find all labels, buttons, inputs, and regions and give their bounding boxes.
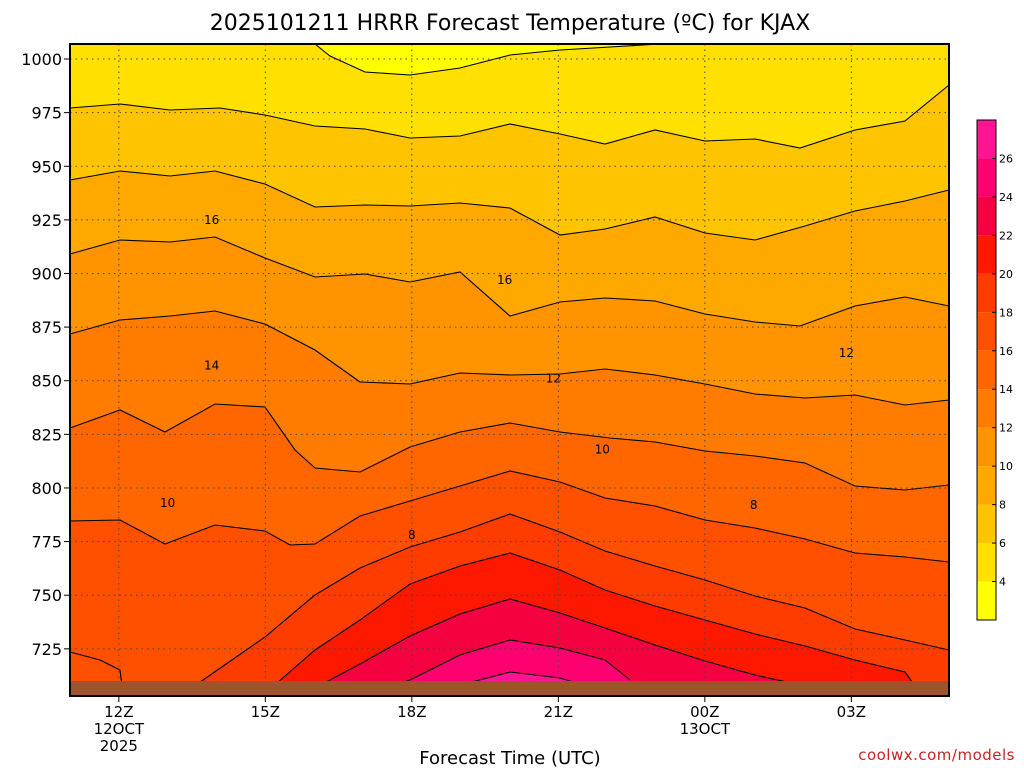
grid-lines [70,44,949,696]
colorbar-swatch [977,312,996,351]
colorbar-swatch [977,466,996,505]
colorbar-swatch [977,158,996,197]
colorbar-swatch [977,543,996,582]
contour-line [69,170,950,241]
contour-band-le-6 [70,44,949,148]
y-tick-label: 975 [31,104,62,123]
y-tick-label: 950 [31,157,62,176]
x-tick-label: 2025 [100,737,138,755]
contour-labels: 8 8 10 10 12 12 14 16 16 [160,213,854,542]
y-tick-label: 1000 [21,50,62,69]
colorbar-tick-label: 20 [999,268,1013,281]
contour-band-le-4 [315,44,660,75]
y-tick-label: 925 [31,211,62,230]
x-tick-label: 15Z [251,703,280,721]
x-tick-label: 12Z [104,703,133,721]
y-tick-label: 775 [31,533,62,552]
contour-lines [69,43,950,697]
colorbar-tick-label: 24 [999,191,1013,204]
contour-line [261,552,916,697]
contour-line [69,403,950,491]
contour-label: 8 [408,528,416,542]
y-tick-label: 825 [31,425,62,444]
chart-title: 2025101211 HRRR Forecast Temperature (ºC… [210,11,811,36]
colorbar-tick-label: 8 [999,499,1006,512]
y-tick-label: 800 [31,479,62,498]
y-tick-label: 750 [31,586,62,605]
colorbar-tick-label: 14 [999,383,1013,396]
contour-label: 10 [160,496,175,510]
contour-line [314,43,661,76]
x-tick-label: 00Z [690,703,719,721]
y-axis: 725 750 775 800 825 850 875 900 925 950 975 1000 [21,50,70,659]
colorbar: 4 6 8 10 12 14 16 18 20 22 24 26 [976,119,1013,621]
colorbar-tick-label: 26 [999,152,1013,165]
contour-label: 14 [204,359,219,373]
x-tick-label: 21Z [544,703,573,721]
ground-surface [70,681,949,696]
y-tick-label: 850 [31,372,62,391]
colorbar-tick-label: 12 [999,422,1013,435]
colorbar-swatch [977,273,996,313]
colorbar-swatch [977,504,996,544]
contour-label: 10 [595,442,610,456]
colorbar-tick-label: 10 [999,460,1013,473]
contour-line [359,639,631,697]
colorbar-swatch [977,389,996,428]
contour-line [69,310,950,406]
colorbar-swatch [977,427,996,467]
x-tick-label: 13OCT [680,720,731,738]
colorbar-swatch [977,120,996,159]
contour-label: 12 [546,372,561,386]
x-axis-label: Forecast Time (UTC) [419,748,600,768]
x-tick-label: 18Z [397,703,426,721]
colorbar-tick-label: 18 [999,306,1013,319]
colorbar-tick-label: 22 [999,229,1013,242]
colorbar-swatch [977,235,996,274]
contour-line [69,236,950,327]
colorbar-swatch [977,350,996,390]
credit-text: coolwx.com/models [858,746,1015,764]
y-tick-label: 725 [31,640,62,659]
contour-line [69,651,123,687]
contour-label: 16 [497,273,512,287]
contour-line [69,84,950,149]
colorbar-frame [976,119,997,621]
contour-label: 12 [839,346,854,360]
plot-frame [69,43,950,697]
contour-label: 16 [204,213,219,227]
contour-line [69,470,950,563]
colorbar-tick-label: 16 [999,345,1013,358]
colorbar-swatch [977,581,996,620]
colorbar-tick-label: 4 [999,576,1006,589]
y-tick-label: 900 [31,264,62,283]
x-tick-label: 03Z [837,703,866,721]
y-tick-label: 875 [31,318,62,337]
plot-area: 8 8 10 10 12 12 14 16 16 [69,43,950,697]
contour-line [299,598,856,697]
colorbar-tick-label: 6 [999,537,1006,550]
contour-label: 8 [750,498,758,512]
colorbar-swatch [977,196,996,236]
x-tick-label: 12OCT [94,720,145,738]
